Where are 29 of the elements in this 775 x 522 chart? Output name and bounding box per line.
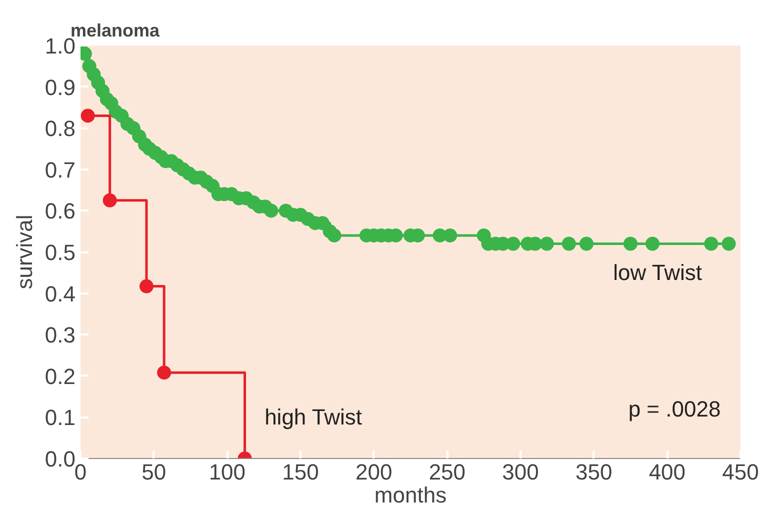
y-tick-label: 0.5 <box>44 240 76 265</box>
x-tick-label: 400 <box>648 460 686 484</box>
x-tick-label: 350 <box>575 460 612 484</box>
x-tick-label: 250 <box>428 460 466 484</box>
x-tick-label: 300 <box>502 460 539 484</box>
y-tick-label: 0.0 <box>44 446 76 472</box>
y-tick-label: 0.9 <box>44 74 76 100</box>
point <box>80 108 95 123</box>
series-label: low Twist <box>613 260 702 286</box>
y-tick-label: 0.6 <box>44 198 76 224</box>
point <box>140 279 154 294</box>
x-tick-label: 0 <box>74 460 87 484</box>
y-tick-label: 0.4 <box>44 281 76 306</box>
point <box>102 193 117 208</box>
x-tick-label: 100 <box>208 460 246 484</box>
x-tick-label: 50 <box>142 460 166 484</box>
y-axis-title: survival <box>12 214 37 290</box>
series-label: high Twist <box>264 404 362 430</box>
point <box>157 366 172 380</box>
y-tick-label: 0.8 <box>44 116 76 142</box>
y-tick-label: 0.1 <box>44 405 76 430</box>
x-tick-label: 200 <box>355 460 392 484</box>
annotation: p = .0028 <box>628 396 721 422</box>
y-tick-label: 0.3 <box>44 322 76 348</box>
x-tick-label: 450 <box>722 460 759 484</box>
y-tick-label: 0.2 <box>44 364 76 389</box>
y-tick-label: 0.7 <box>44 157 76 182</box>
x-tick-label: 150 <box>282 460 319 484</box>
x-axis-title: months <box>374 482 447 508</box>
